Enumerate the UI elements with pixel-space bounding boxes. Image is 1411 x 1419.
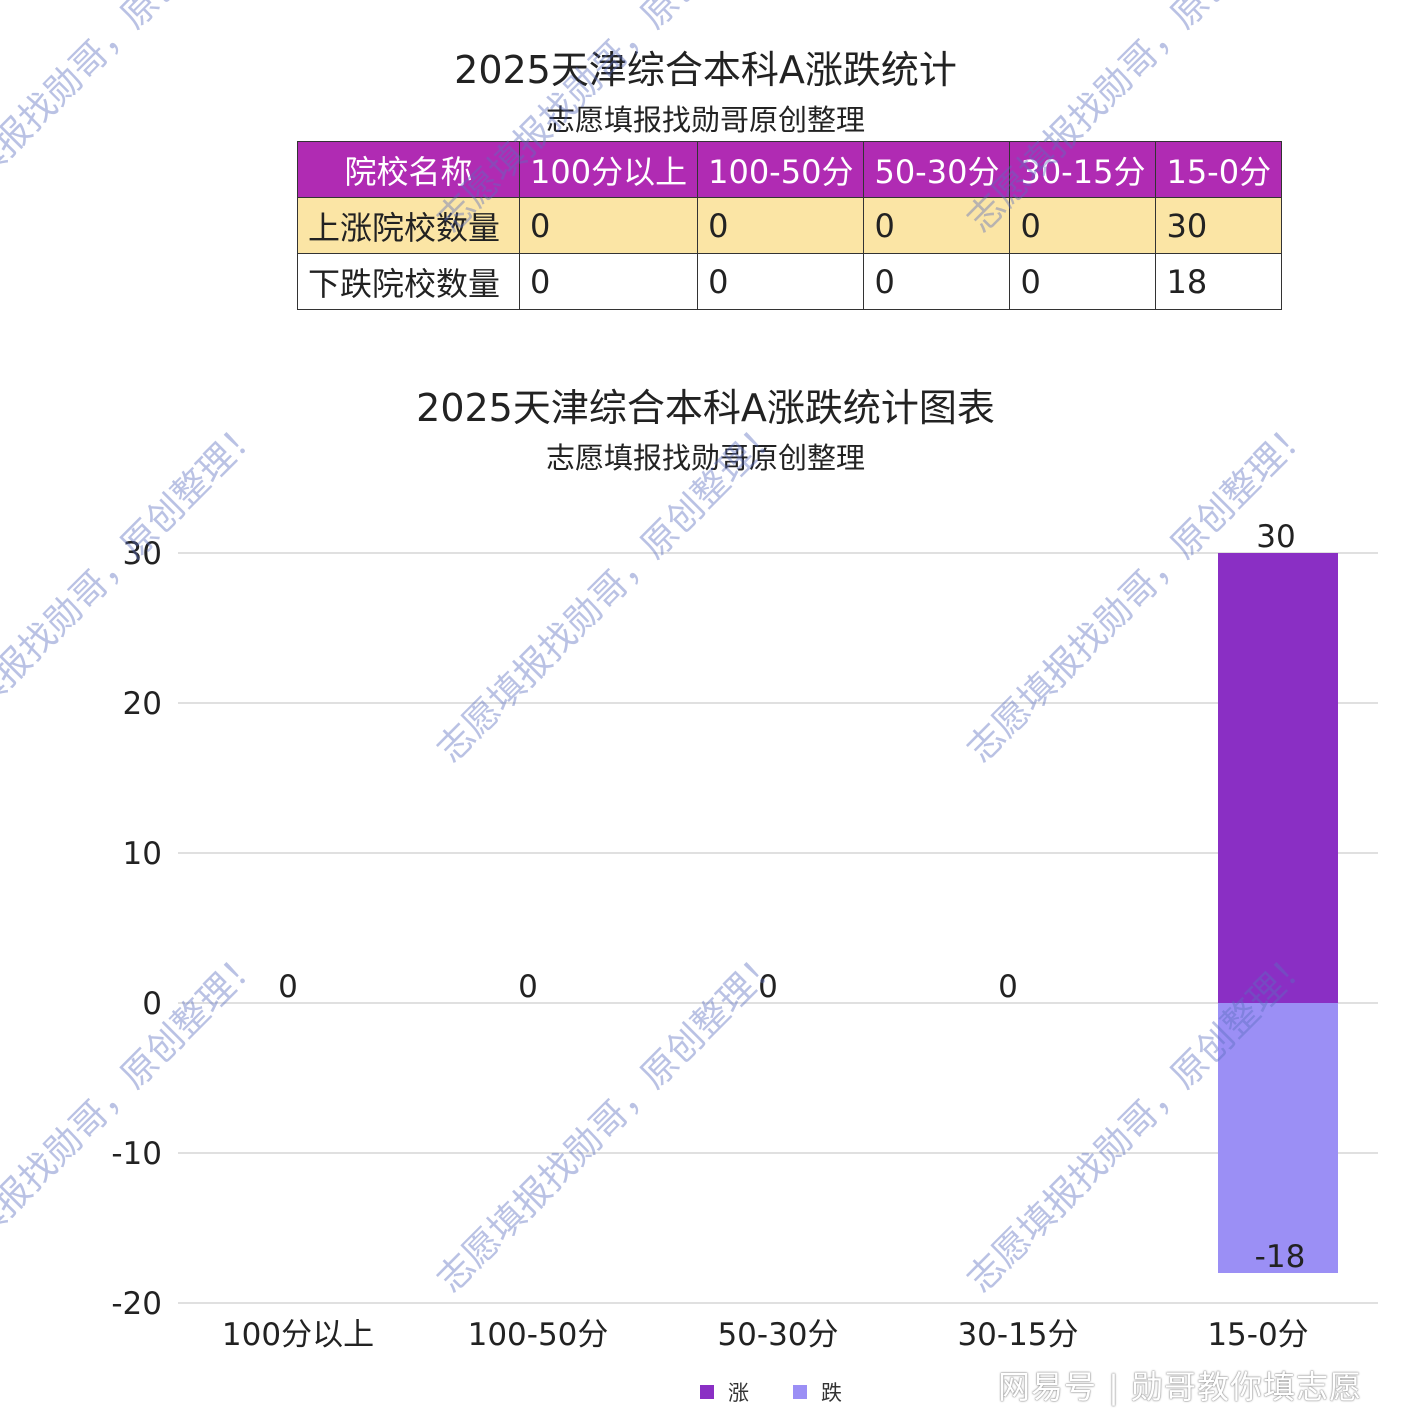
data-label: -18: [1255, 1239, 1306, 1275]
legend-swatch-up: [700, 1385, 714, 1399]
table-cell: 0: [863, 253, 1011, 310]
legend-label: 跌: [821, 1381, 842, 1405]
x-tick-label: 30-15分: [957, 1317, 1078, 1353]
data-label: 30: [1256, 519, 1295, 555]
data-label: 0: [278, 969, 298, 1005]
x-tick-label: 50-30分: [717, 1317, 838, 1353]
table-row: 上涨院校数量 0 0 0 0 30: [297, 197, 1283, 254]
y-tick-label: -20: [111, 1286, 162, 1322]
table-cell: 0: [1009, 253, 1157, 310]
row-label: 上涨院校数量: [297, 197, 520, 254]
stats-table: 院校名称 100分以上 100-50分 50-30分 30-15分 15-0分 …: [297, 141, 1283, 310]
y-tick-label: 0: [142, 986, 162, 1022]
table-cell: 18: [1155, 253, 1283, 310]
header-cell: 15-0分: [1155, 141, 1283, 198]
legend-item[interactable]: 跌: [793, 1377, 842, 1407]
table-cell: 0: [697, 253, 865, 310]
x-tick-label: 15-0分: [1207, 1317, 1308, 1353]
footer-brand: 网易号 | 勋哥教你填志愿: [998, 1368, 1363, 1406]
y-tick-label: 10: [123, 836, 162, 872]
bar-up[interactable]: [1218, 553, 1338, 1003]
y-tick-label: -10: [111, 1136, 162, 1172]
table-cell: 30: [1155, 197, 1283, 254]
data-label: 0: [758, 969, 778, 1005]
y-tick-label: 30: [123, 536, 162, 572]
bar-down[interactable]: [1218, 1003, 1338, 1273]
table-header-row: 院校名称 100分以上 100-50分 50-30分 30-15分 15-0分: [297, 141, 1283, 198]
header-cell: 100分以上: [518, 141, 699, 198]
table-subtitle: 志愿填报找勋哥原创整理: [545, 103, 865, 137]
legend-swatch-down: [793, 1385, 807, 1399]
table-cell: 0: [863, 197, 1011, 254]
x-tick-label: 100-50分: [468, 1317, 609, 1353]
legend-item[interactable]: 涨: [700, 1377, 749, 1407]
header-cell: 30-15分: [1009, 141, 1157, 198]
row-label: 下跌院校数量: [297, 253, 520, 310]
table-cell: 0: [697, 197, 865, 254]
x-tick-label: 100分以上: [222, 1317, 374, 1353]
table-title: 2025天津综合本科A涨跌统计: [454, 48, 957, 92]
chart-title: 2025天津综合本科A涨跌统计图表: [416, 386, 995, 430]
data-label: 0: [518, 969, 538, 1005]
legend: 涨 跌: [700, 1377, 842, 1407]
data-label: 0: [998, 969, 1018, 1005]
chart-subtitle: 志愿填报找勋哥原创整理: [545, 441, 865, 475]
table-cell: 0: [518, 197, 699, 254]
legend-label: 涨: [728, 1381, 749, 1405]
table-cell: 0: [1009, 197, 1157, 254]
header-cell: 院校名称: [297, 141, 520, 198]
table-row: 下跌院校数量 0 0 0 0 18: [297, 253, 1283, 310]
y-tick-label: 20: [123, 686, 162, 722]
